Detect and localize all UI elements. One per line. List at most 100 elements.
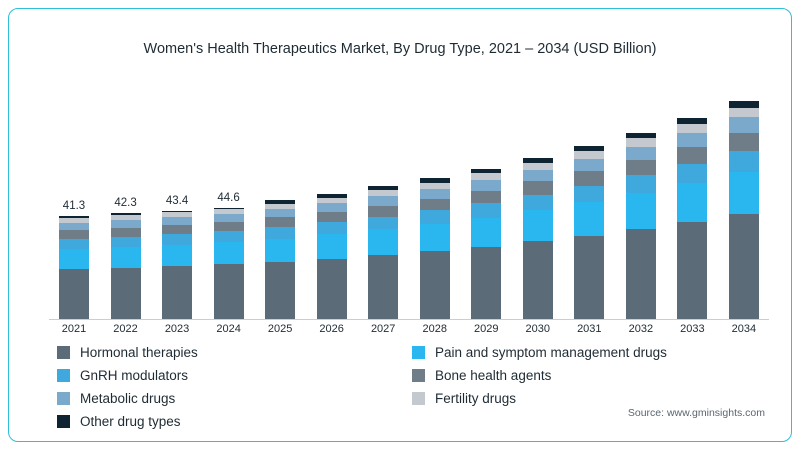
bar-segment: [728, 150, 759, 172]
bar-group: [315, 79, 349, 319]
bar-segment: [368, 196, 399, 206]
stacked-bar[interactable]: [368, 186, 399, 319]
bar-segment: [162, 224, 193, 234]
bar-segment: [110, 213, 141, 216]
x-tick-label: 2021: [61, 323, 87, 335]
stacked-bar[interactable]: [574, 146, 605, 319]
bar-segment: [110, 267, 141, 319]
legend-label: Other drug types: [80, 414, 181, 429]
legend-swatch-icon: [57, 415, 70, 428]
x-tick-label: 2027: [370, 323, 396, 335]
bar-group: [263, 79, 297, 319]
x-tick-label: 2029: [474, 323, 499, 335]
bar-segment: [471, 180, 502, 191]
bar-segment: [265, 203, 296, 209]
bar-segment: [213, 242, 244, 265]
bar-segment: [677, 117, 708, 124]
stacked-bar[interactable]: [522, 157, 553, 319]
bar-segment: [110, 236, 141, 247]
stacked-bar[interactable]: [110, 213, 141, 319]
bar-segment: [162, 210, 193, 212]
bar-segment: [522, 169, 553, 182]
stacked-bar[interactable]: [419, 178, 450, 319]
stacked-bar[interactable]: [316, 193, 347, 319]
bar-segment: [625, 146, 656, 160]
x-tick-label: 2032: [628, 323, 654, 335]
legend-label: GnRH modulators: [80, 368, 189, 383]
bar-segment: [368, 216, 399, 230]
bar-segment: [316, 203, 347, 212]
bar-segment: [316, 234, 347, 259]
bar-segment: [368, 190, 399, 197]
bar-segment: [265, 238, 296, 262]
bar-segment: [522, 162, 553, 170]
stacked-bar[interactable]: [213, 207, 244, 319]
legend-swatch-icon: [57, 369, 70, 382]
bar-segment: [522, 181, 553, 195]
bar-segment: [574, 185, 605, 202]
bar-segment: [316, 258, 347, 319]
stacked-bar[interactable]: [677, 117, 708, 319]
x-tick-label: 2025: [267, 323, 293, 335]
stacked-bar[interactable]: [59, 215, 89, 319]
bar-segment: [677, 182, 708, 222]
bar-segment: [625, 138, 656, 147]
legend-swatch-icon: [57, 346, 70, 359]
bar-group: 42.3: [109, 79, 143, 319]
bar-segment: [471, 168, 502, 174]
bar-segment: [574, 235, 605, 319]
bar-segment: [419, 210, 450, 224]
bar-segment: [110, 220, 141, 228]
bar-segment: [419, 178, 450, 183]
stacked-bar[interactable]: [265, 200, 296, 319]
bar-segment: [419, 188, 450, 199]
legend-swatch-icon: [412, 392, 425, 405]
bar-segment: [728, 107, 759, 118]
bar-segment: [368, 229, 399, 255]
bar-group: [521, 79, 555, 319]
bar-segment: [162, 217, 193, 225]
legend-item[interactable]: Metabolic drugs: [57, 391, 412, 406]
bar-segment: [728, 117, 759, 133]
bar-segment: [265, 261, 296, 319]
legend-item[interactable]: Fertility drugs: [412, 391, 767, 406]
legend-item[interactable]: Other drug types: [57, 414, 412, 429]
legend-item[interactable]: Bone health agents: [412, 368, 767, 383]
x-tick-label: 2026: [319, 323, 344, 335]
legend-label: Pain and symptom management drugs: [435, 345, 667, 360]
bar-segment: [265, 227, 296, 239]
x-tick-label: 2023: [164, 323, 190, 335]
bar-segment: [59, 215, 89, 218]
bar-segment: [677, 123, 708, 133]
x-axis-line: [49, 319, 769, 320]
x-axis-tick-labels: 2021 2022 2023 2024 2025 2026 2027 2028 2029 2030…: [49, 323, 769, 343]
bar-segment: [625, 193, 656, 229]
x-tick-label: 2022: [113, 323, 138, 335]
legend-item[interactable]: GnRH modulators: [57, 368, 412, 383]
bar-segment: [522, 241, 553, 319]
bar-segment: [728, 101, 759, 108]
x-tick-label: 2028: [422, 323, 447, 335]
bar-segment: [162, 244, 193, 266]
bar-segment: [368, 255, 399, 319]
bar-group: 43.4: [160, 79, 194, 319]
stacked-bar[interactable]: [471, 168, 502, 319]
plot-area: 41.3 42.3 43.4 44.6: [49, 79, 769, 319]
legend-label: Fertility drugs: [435, 391, 517, 406]
bar-segment: [110, 215, 141, 220]
bar-group: 44.6: [212, 79, 246, 319]
stacked-bar[interactable]: [728, 101, 759, 319]
bar-segment: [213, 264, 244, 319]
bar-segment: [419, 198, 450, 211]
bar-segment: [110, 227, 141, 237]
legend-item[interactable]: Hormonal therapies: [57, 345, 412, 360]
bar-segment: [59, 249, 89, 269]
stacked-bar[interactable]: [162, 210, 193, 319]
stacked-bar[interactable]: [625, 132, 656, 319]
legend-item[interactable]: Pain and symptom management drugs: [412, 345, 767, 360]
bar-segment: [59, 269, 89, 319]
bar-segment: [625, 175, 656, 193]
bar-group: [572, 79, 606, 319]
bar-segment: [213, 213, 244, 222]
bar-segment: [265, 217, 296, 227]
